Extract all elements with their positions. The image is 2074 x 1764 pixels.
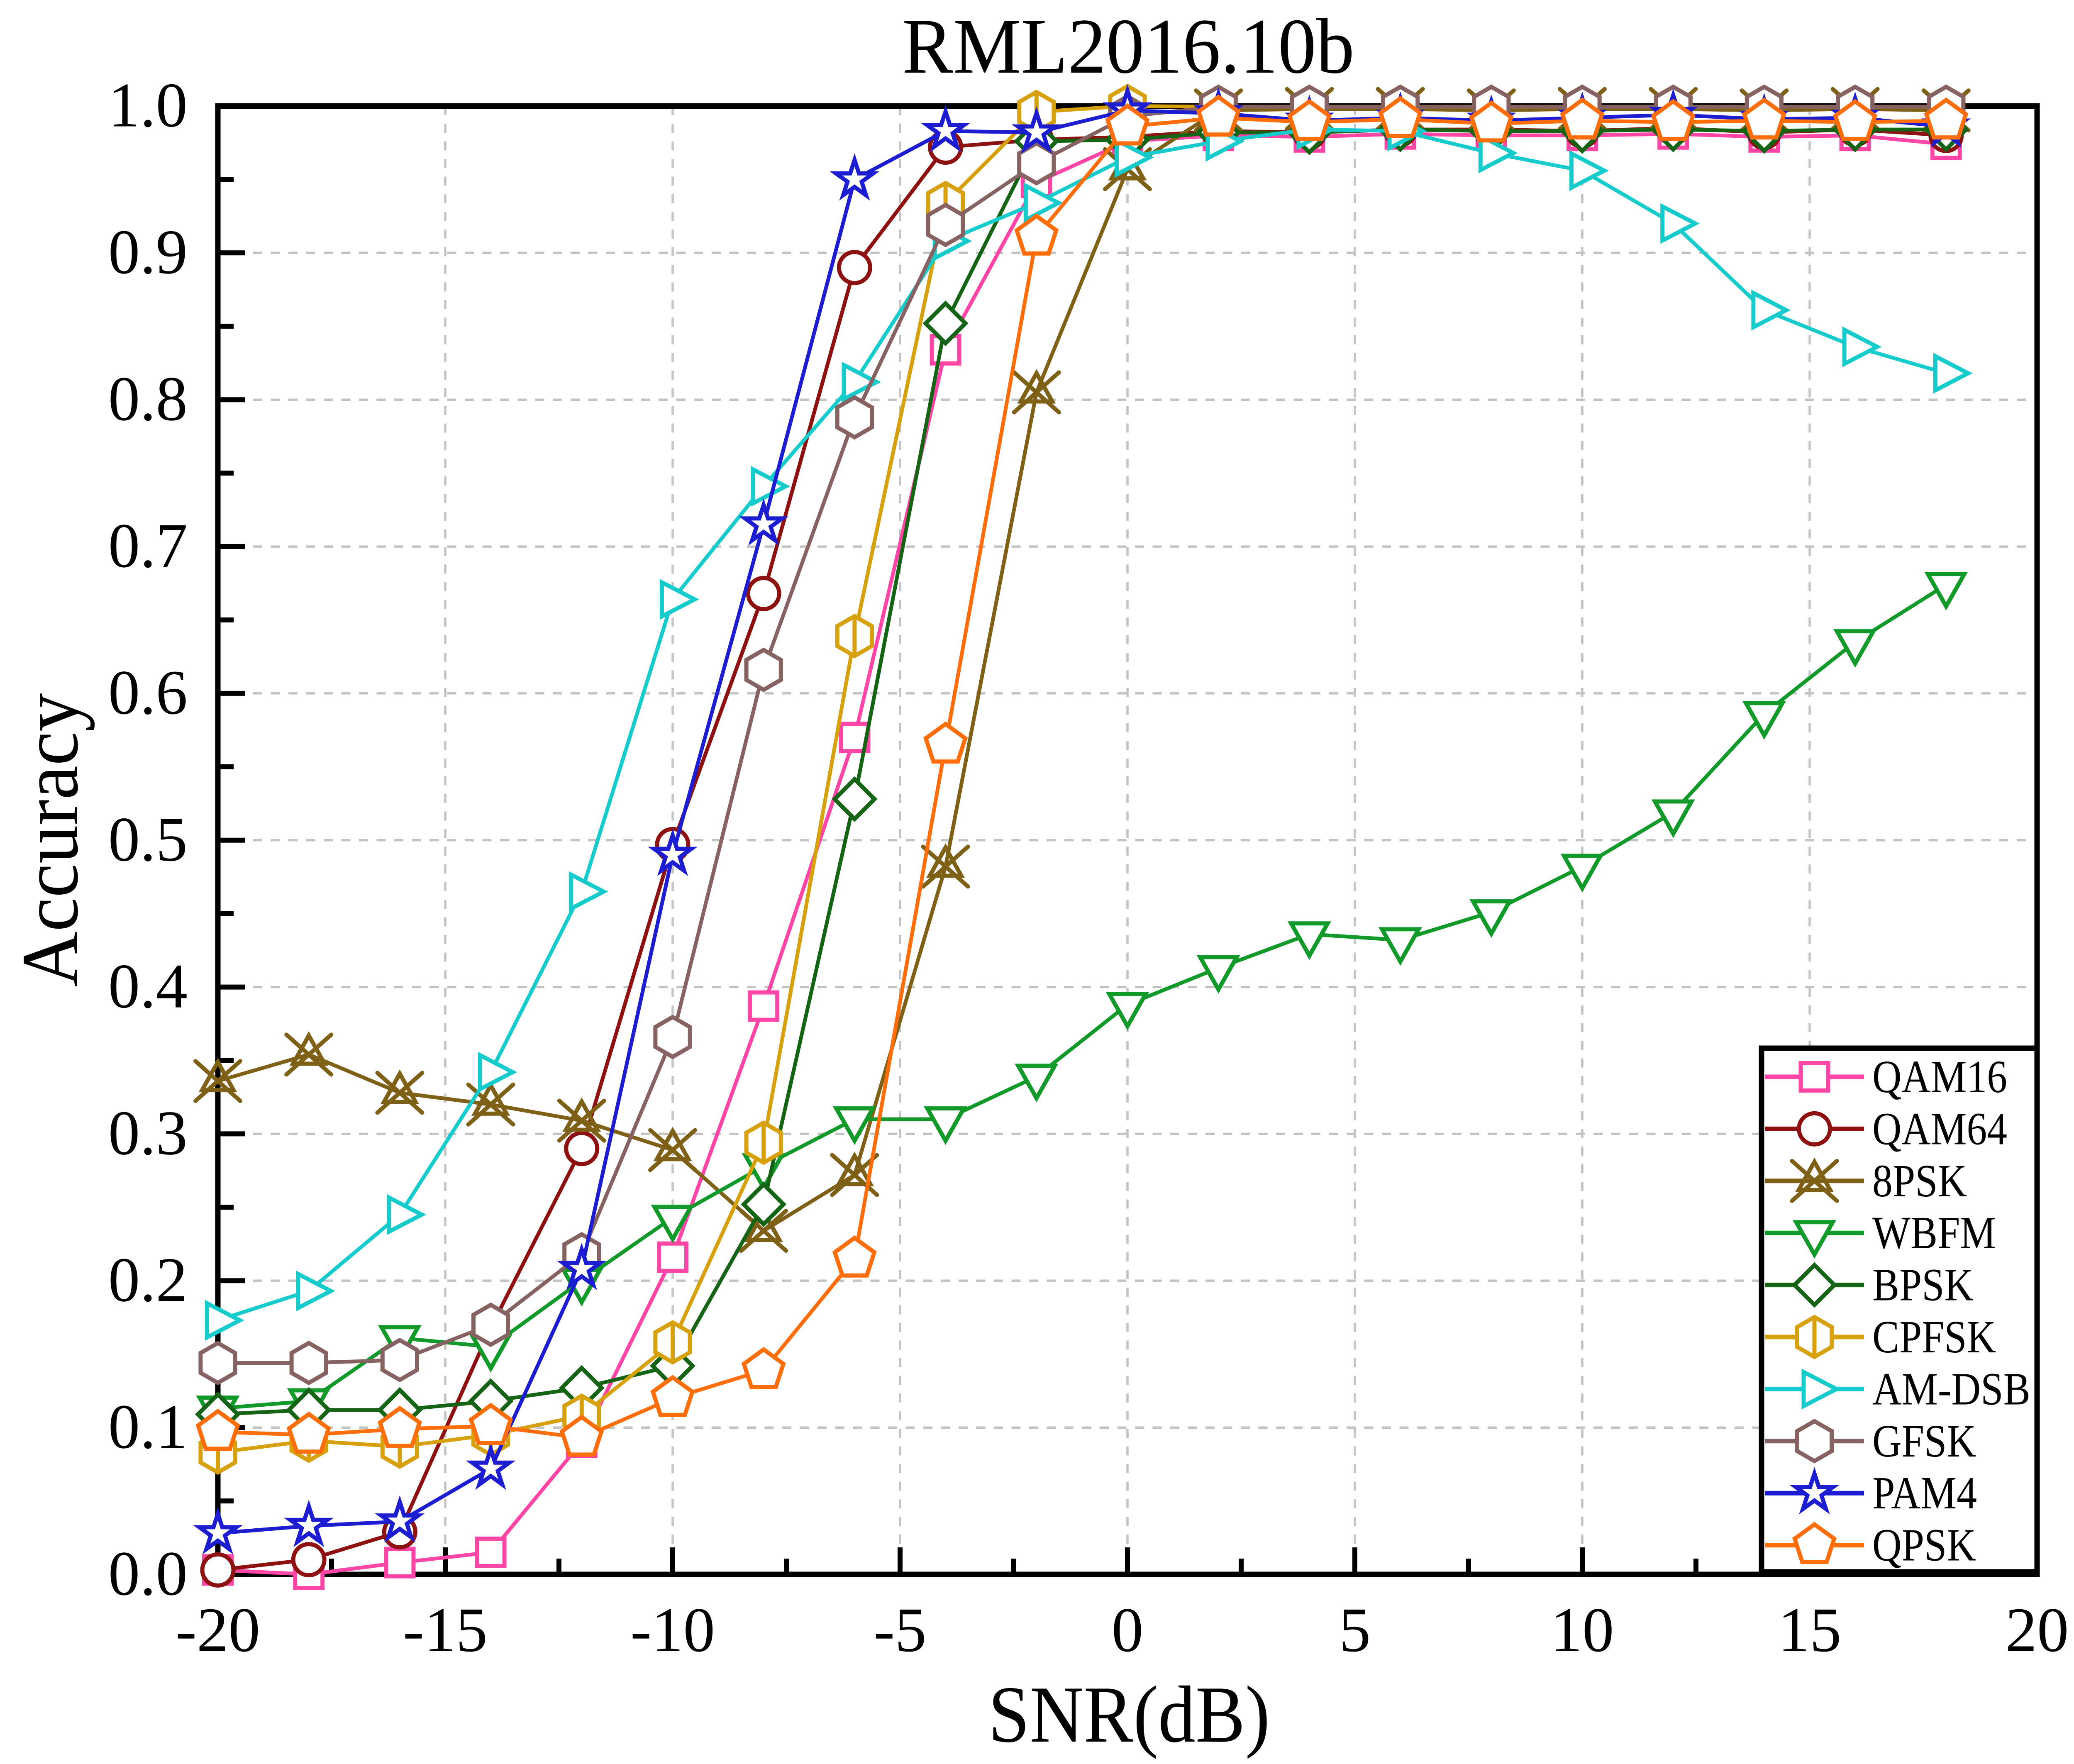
svg-text:-15: -15 (403, 1595, 488, 1665)
svg-text:0.8: 0.8 (108, 364, 188, 434)
svg-text:1.0: 1.0 (108, 71, 188, 141)
svg-text:0.5: 0.5 (108, 805, 188, 875)
svg-text:RML2016.10b: RML2016.10b (902, 3, 1354, 90)
svg-text:-10: -10 (630, 1595, 715, 1665)
svg-text:BPSK: BPSK (1872, 1260, 1974, 1311)
svg-text:Accuracy: Accuracy (5, 693, 95, 987)
svg-text:-20: -20 (176, 1595, 260, 1665)
svg-text:0.3: 0.3 (108, 1098, 188, 1168)
svg-text:0.9: 0.9 (108, 217, 188, 287)
svg-text:0.6: 0.6 (108, 658, 188, 728)
svg-text:20: 20 (2006, 1595, 2069, 1665)
svg-text:SNR(dB): SNR(dB) (988, 1670, 1270, 1759)
svg-text:10: 10 (1551, 1595, 1614, 1665)
svg-text:PAM4: PAM4 (1872, 1468, 1977, 1519)
svg-text:AM-DSB: AM-DSB (1872, 1364, 2030, 1415)
svg-text:GFSK: GFSK (1872, 1416, 1976, 1467)
svg-text:0.2: 0.2 (108, 1245, 188, 1315)
svg-text:-5: -5 (874, 1595, 926, 1665)
svg-text:8PSK: 8PSK (1872, 1156, 1967, 1207)
svg-text:0.0: 0.0 (108, 1539, 188, 1609)
svg-text:CPFSK: CPFSK (1872, 1312, 1996, 1363)
svg-text:0.1: 0.1 (108, 1392, 188, 1462)
svg-text:QAM16: QAM16 (1872, 1052, 2007, 1103)
svg-text:0.7: 0.7 (108, 511, 188, 581)
svg-text:5: 5 (1339, 1595, 1371, 1665)
svg-text:0: 0 (1112, 1595, 1144, 1665)
svg-text:0.4: 0.4 (108, 952, 188, 1022)
svg-text:WBFM: WBFM (1872, 1208, 1996, 1259)
svg-text:15: 15 (1778, 1595, 1842, 1665)
svg-text:QAM64: QAM64 (1872, 1103, 2007, 1154)
svg-text:QPSK: QPSK (1872, 1520, 1976, 1571)
